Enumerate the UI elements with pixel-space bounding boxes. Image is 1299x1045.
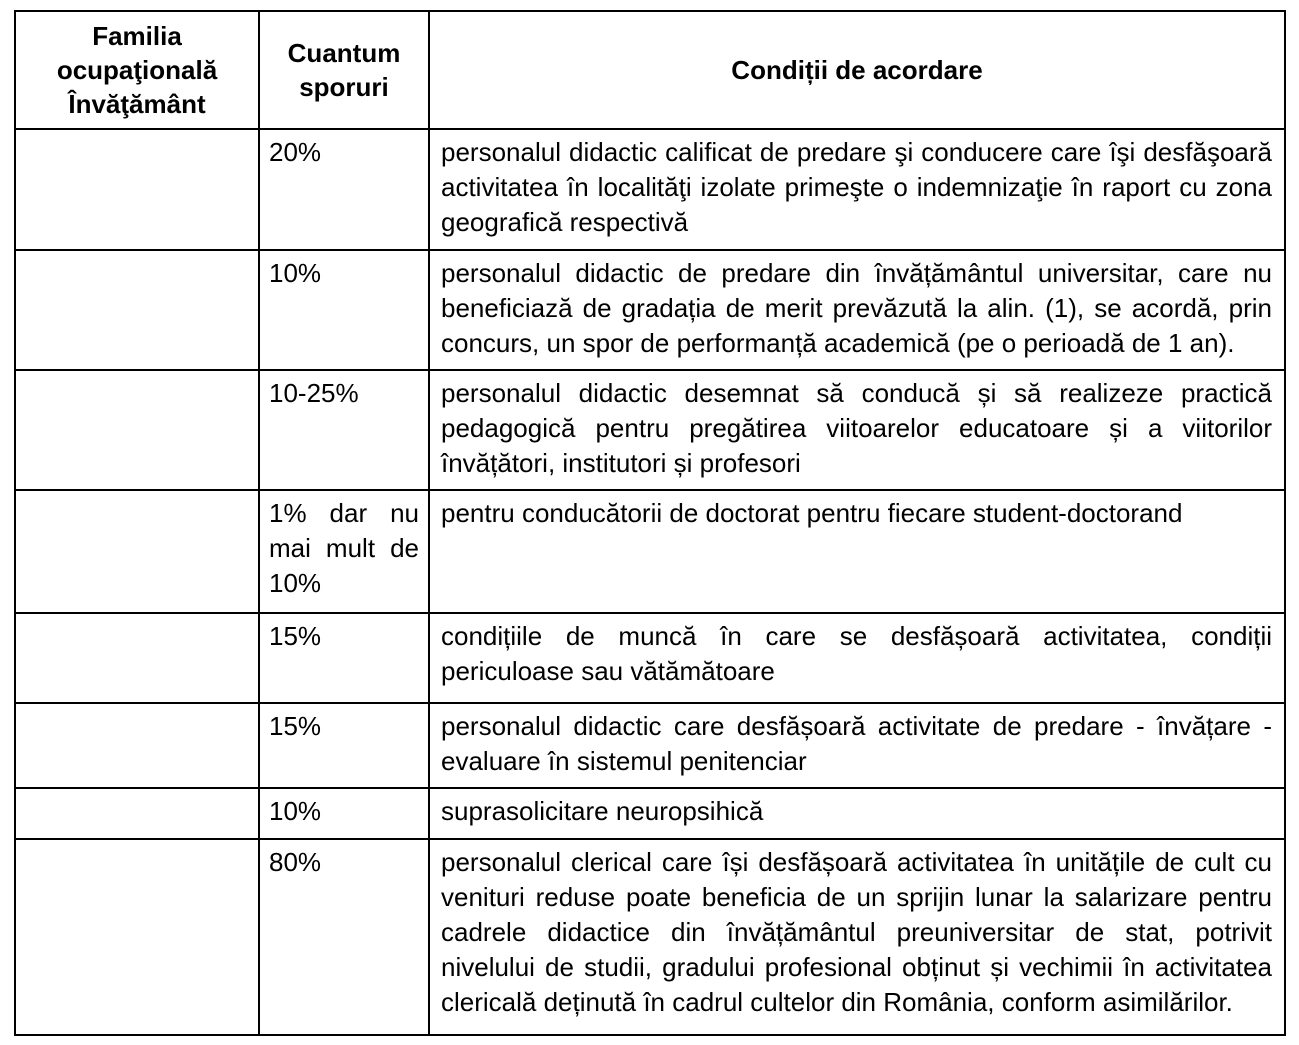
cuantum-value: 20% — [258, 128, 430, 251]
conditii-text: condițiile de muncă în care se desfășoar… — [428, 612, 1286, 704]
conditii-text: personalul didactic care desfășoară acti… — [428, 702, 1286, 789]
table-row: 10-25% personalul didactic desemnat să c… — [14, 369, 1286, 491]
header-conditii-acordare: Condiții de acordare — [428, 10, 1286, 130]
conditii-text: personalul clerical care își desfășoară … — [428, 838, 1286, 1036]
cuantum-value: 10-25% — [258, 369, 430, 491]
table-row: 10% personalul didactic de predare din î… — [14, 249, 1286, 371]
cuantum-value: 10% — [258, 787, 430, 840]
header-cuantum-sporuri: Cuantum sporuri — [258, 10, 430, 130]
family-cell — [14, 489, 260, 614]
family-cell — [14, 612, 260, 704]
cuantum-value: 15% — [258, 612, 430, 704]
family-cell — [14, 702, 260, 789]
cuantum-value: 1% dar nu mai mult de 10% — [258, 489, 430, 614]
cuantum-value: 15% — [258, 702, 430, 789]
conditii-text: suprasolicitare neuropsihică — [428, 787, 1286, 840]
cuantum-value: 80% — [258, 838, 430, 1036]
cuantum-value: 10% — [258, 249, 430, 371]
family-cell — [14, 838, 260, 1036]
conditii-text: personalul didactic calificat de predare… — [428, 128, 1286, 251]
family-cell — [14, 128, 260, 251]
table-row: 80% personalul clerical care își desfășo… — [14, 838, 1286, 1036]
family-cell — [14, 787, 260, 840]
family-cell — [14, 369, 260, 491]
header-familia-ocupationala: Familia ocupaţională Învăţământ — [14, 10, 260, 130]
sporuri-table: Familia ocupaţională Învăţământ Cuantum … — [14, 10, 1286, 1036]
table-row: 20% personalul didactic calificat de pre… — [14, 128, 1286, 251]
conditii-text: pentru conducătorii de doctorat pentru f… — [428, 489, 1286, 614]
table-row: 15% condițiile de muncă în care se desfă… — [14, 612, 1286, 704]
table-header-row: Familia ocupaţională Învăţământ Cuantum … — [14, 10, 1286, 130]
table-row: 1% dar nu mai mult de 10% pentru conducă… — [14, 489, 1286, 614]
family-cell — [14, 249, 260, 371]
table-row: 15% personalul didactic care desfășoară … — [14, 702, 1286, 789]
table-row: 10% suprasolicitare neuropsihică — [14, 787, 1286, 840]
conditii-text: personalul didactic de predare din învăț… — [428, 249, 1286, 371]
conditii-text: personalul didactic desemnat să conducă … — [428, 369, 1286, 491]
